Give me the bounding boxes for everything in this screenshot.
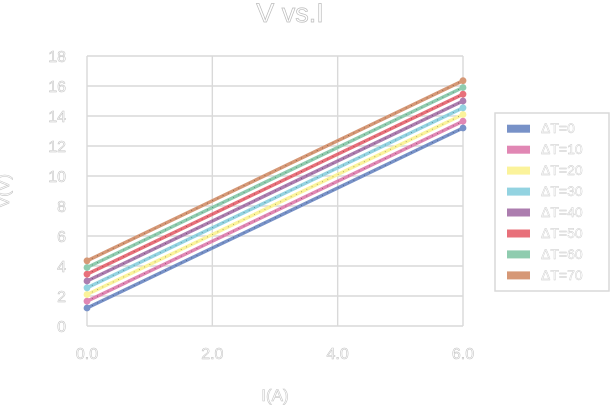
svg-text:2.0: 2.0 (201, 346, 223, 363)
svg-text:V(V): V(V) (0, 174, 13, 208)
svg-text:ΔT=20: ΔT=20 (541, 162, 583, 178)
svg-text:2: 2 (57, 289, 66, 306)
svg-text:ΔT=0: ΔT=0 (541, 120, 575, 136)
svg-text:V vs.I: V vs.I (256, 0, 324, 28)
svg-text:6: 6 (57, 229, 66, 246)
svg-text:ΔT=10: ΔT=10 (541, 141, 583, 157)
svg-text:ΔT=70: ΔT=70 (541, 267, 583, 283)
svg-text:ΔT=50: ΔT=50 (541, 225, 583, 241)
svg-text:14: 14 (48, 109, 66, 126)
svg-text:ΔT=40: ΔT=40 (541, 204, 583, 220)
svg-text:4.0: 4.0 (327, 346, 349, 363)
svg-text:6.0: 6.0 (452, 346, 474, 363)
svg-text:ΔT=30: ΔT=30 (541, 183, 583, 199)
svg-text:0: 0 (57, 319, 66, 336)
svg-text:0.0: 0.0 (76, 346, 98, 363)
svg-text:8: 8 (57, 199, 66, 216)
svg-text:4: 4 (57, 259, 66, 276)
svg-text:16: 16 (48, 79, 66, 96)
svg-text:I(A): I(A) (261, 386, 288, 405)
svg-text:18: 18 (48, 49, 66, 66)
svg-text:ΔT=60: ΔT=60 (541, 246, 583, 262)
svg-text:10: 10 (48, 169, 66, 186)
svg-text:12: 12 (48, 139, 66, 156)
